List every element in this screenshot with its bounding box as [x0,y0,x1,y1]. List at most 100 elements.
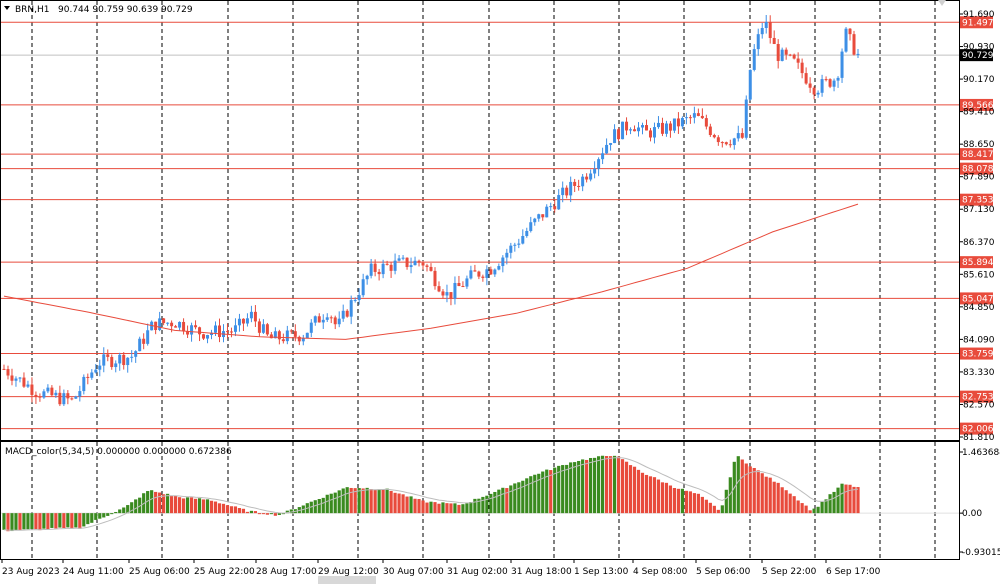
candle-body [772,37,776,45]
candle-body [369,263,373,276]
macd-bar [812,508,816,514]
macd-bar [668,485,673,514]
candle-body [309,322,313,333]
candle-body [804,73,808,84]
candle-body [273,331,277,339]
macd-bar [114,511,118,514]
time-tick-label: 31 Aug 18:00 [511,567,572,577]
candle-body [138,338,142,352]
candle-body [377,271,381,275]
candle-body [62,393,66,405]
candle-body [190,325,194,335]
candle-body [174,326,178,328]
candle-body [429,266,433,271]
candle-body [589,173,593,180]
macd-bar [764,476,768,514]
candle-body [493,269,497,275]
candle-body [198,327,202,335]
candle-body [497,266,501,270]
candle-body [449,292,453,299]
candle-body [457,282,461,287]
macd-bar [589,458,593,514]
time-tick-label: 4 Sep 08:00 [633,567,688,577]
candle-body [241,318,245,324]
level-label-box [960,256,993,269]
candle-body [6,369,10,376]
level-label-box [960,193,993,206]
macd-bar [237,508,242,514]
macd-bar [389,490,393,514]
candle-body [796,58,800,63]
macd-bar [62,513,66,529]
macd-bar [553,467,557,514]
candle-body [214,325,218,333]
candle-body [162,318,166,324]
macd-bar [321,497,325,514]
candle-body [808,83,812,88]
macd-bar [393,492,397,514]
macd-bar [716,509,720,514]
candle-body [46,387,50,392]
candle-body [353,299,357,301]
macd-bar [325,494,329,514]
candle-body [648,130,652,138]
price-tick-label: 81.810 [963,433,995,443]
candle-body [269,334,273,339]
macd-bar [345,487,349,514]
macd-bar [381,489,385,514]
candle-body [130,356,134,358]
macd-bar [217,503,222,514]
candle-body [708,126,712,136]
macd-bar [684,490,689,514]
candle-body [680,117,684,127]
time-axis: 23 Aug 2023 24 Aug 11:00 25 Aug 06:00 25 Au… [1,559,881,584]
candle-body [194,325,198,328]
macd-bar [477,498,481,514]
candle-body [202,334,206,339]
macd-tick-label: 1.463684 [962,448,1000,458]
time-tick-label: 24 Aug 11:00 [63,567,124,577]
horizontal-scrollbar[interactable] [318,576,376,584]
candle-body [625,121,629,131]
macd-bar [213,501,218,514]
macd-bar [18,513,22,531]
candle-body [644,125,648,131]
price-panel[interactable] [0,0,960,441]
candle-body [10,375,14,381]
dropdown-arrow-icon[interactable] [4,6,10,10]
candle-body [118,354,122,364]
candle-body [2,368,6,370]
macd-bar [485,495,489,514]
candle-body [688,117,692,119]
macd-bar [98,513,102,519]
candle-body [704,118,708,127]
candle-body [381,263,385,275]
candle-body [14,378,18,381]
candle-body [828,79,832,87]
macd-signal-line [3,457,859,531]
candle-body [317,316,321,323]
candle-body [720,142,724,144]
candle-body [78,391,82,397]
candle-body [732,138,736,146]
macd-histogram [1,455,959,532]
macd-bar [150,490,154,514]
macd-bar [429,501,433,514]
candle-body [337,318,341,325]
one-click-trading-icon[interactable] [938,0,946,6]
candle-body [437,286,441,292]
macd-bar [644,474,649,514]
macd-bar [600,455,605,514]
candle-body [784,49,788,55]
price-tick-label: 90.930 [963,43,995,53]
macd-bar [82,513,86,527]
macd-bar [154,491,158,514]
macd-bar [265,513,269,515]
candle-body [66,393,70,399]
level-label: 88.078 [962,165,994,175]
candle-body [788,54,792,56]
candle-body [134,351,138,357]
candle-body [277,331,281,340]
macd-bar [257,513,262,515]
candle-body [844,28,848,52]
